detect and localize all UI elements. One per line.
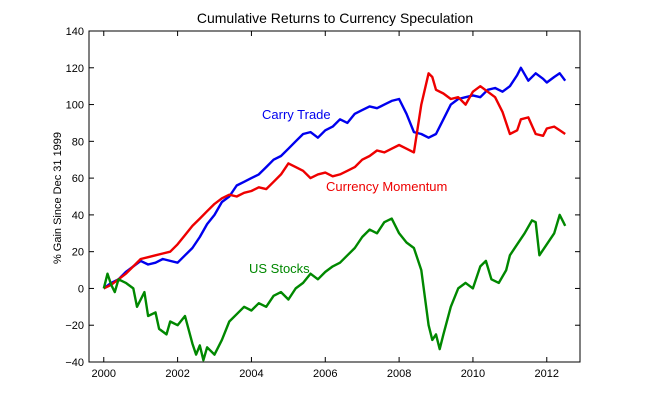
x-tick-label: 2012 — [535, 368, 559, 380]
y-tick-label: 100 — [66, 100, 84, 112]
x-tick-label: 2010 — [461, 368, 485, 380]
series-layer — [102, 66, 567, 362]
x-tick-label: 2002 — [165, 368, 189, 380]
chart-title: Cumulative Returns to Currency Speculati… — [197, 10, 473, 26]
series-label-us-stocks: US Stocks — [249, 261, 310, 276]
y-tick-label: 120 — [66, 63, 84, 75]
series-line-us-stocks — [102, 213, 567, 362]
series-label-currency-momentum: Currency Momentum — [326, 179, 447, 194]
x-tick-label: 2000 — [92, 368, 116, 380]
plot-area — [88, 30, 581, 363]
series-line-carry-trade — [103, 66, 567, 290]
y-tick-label: 80 — [72, 136, 84, 148]
y-axis-label: % Gain Since Dec 31 1999 — [52, 132, 64, 264]
y-tick-label: −20 — [65, 320, 84, 332]
y-tick-label: 140 — [66, 26, 84, 38]
y-tick-label: 40 — [72, 210, 84, 222]
axes-ticks: 2000 2002 2004 2006 2008 2010 2012 −40 −20 0 20 40 6… — [65, 26, 580, 380]
x-tick-label: 2004 — [239, 368, 263, 380]
y-tick-label: 0 — [78, 283, 84, 295]
x-tick-label: 2008 — [387, 368, 411, 380]
series-label-carry-trade: Carry Trade — [262, 107, 331, 122]
y-tick-label: −40 — [65, 357, 84, 369]
y-tick-label: 20 — [72, 247, 84, 259]
y-tick-label: 60 — [72, 173, 84, 185]
x-tick-label: 2006 — [313, 368, 337, 380]
series-line-currency-momentum — [103, 72, 566, 290]
